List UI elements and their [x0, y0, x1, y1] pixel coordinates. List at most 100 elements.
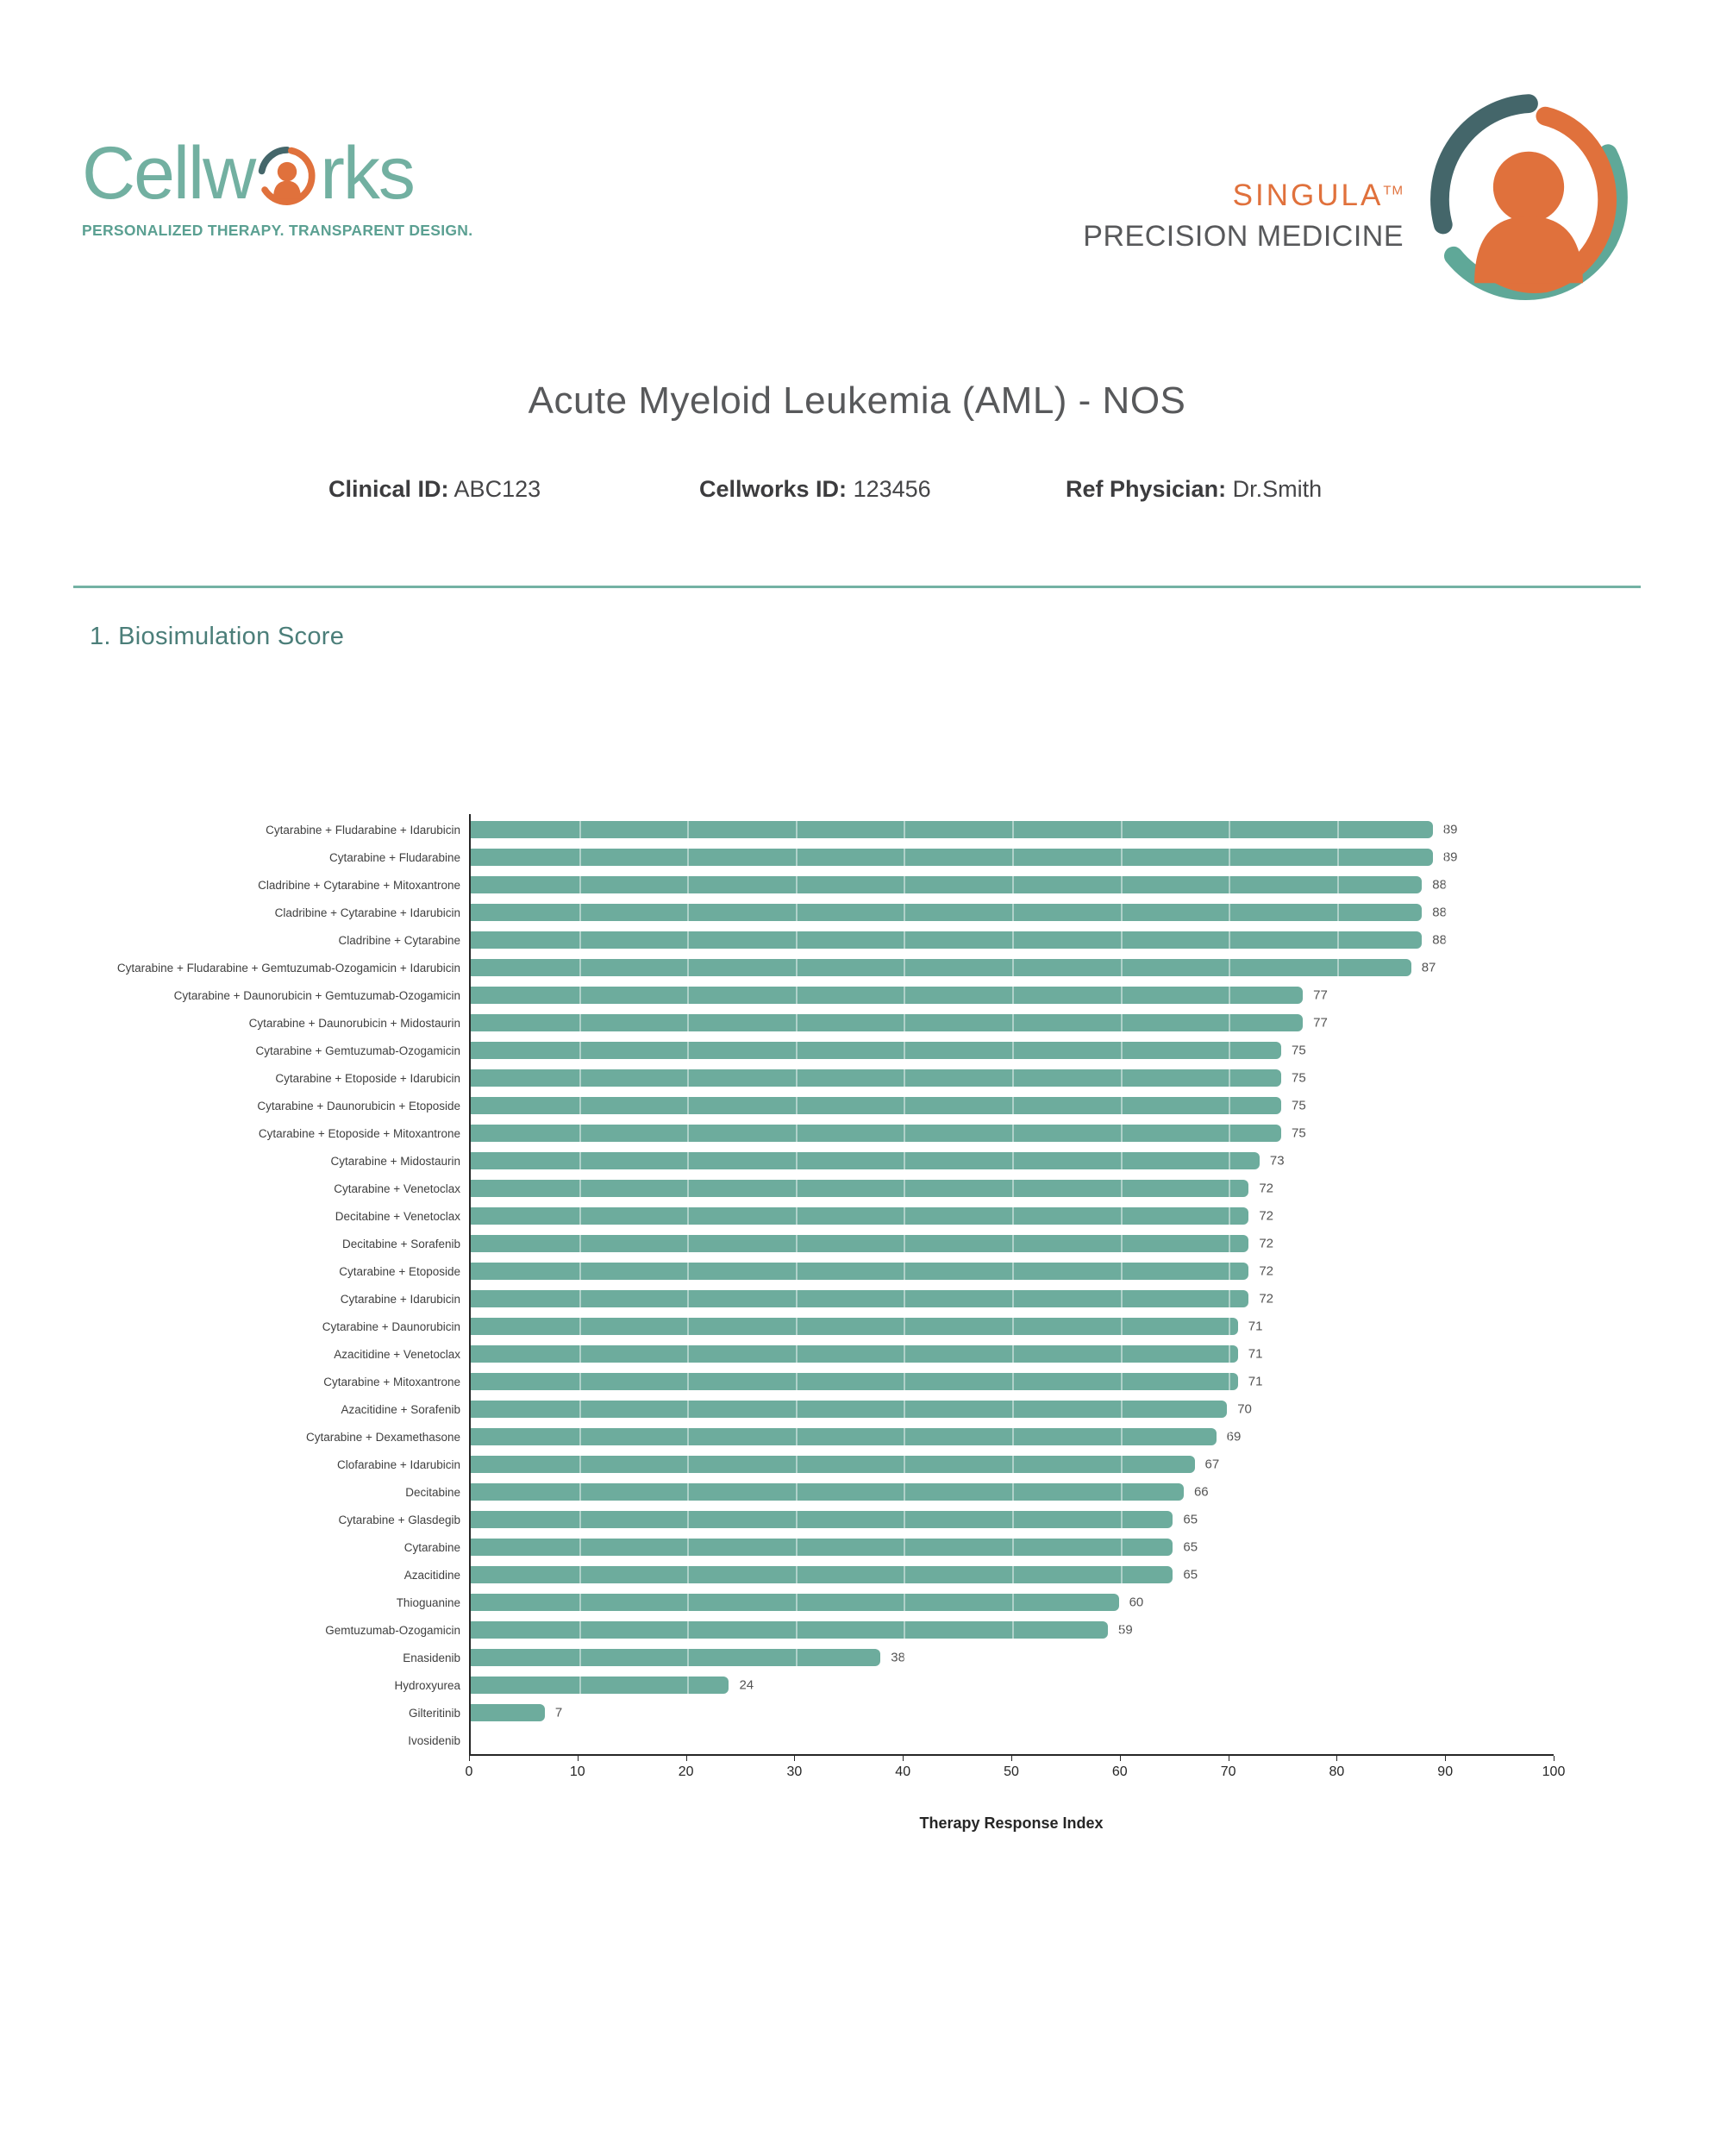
x-tick [469, 1756, 470, 1761]
x-tick-label: 40 [895, 1764, 911, 1779]
product-name: SINGULATM [1232, 179, 1404, 212]
category-label: Decitabine + Sorafenib [342, 1237, 460, 1250]
category-label: Cladribine + Cytarabine + Idarubicin [274, 906, 460, 919]
bar [469, 1207, 1249, 1225]
bar-value: 75 [1292, 1098, 1306, 1113]
category-label: Cytarabine + Fludarabine [329, 850, 460, 864]
bar-value: 7 [554, 1705, 563, 1720]
bar-value: 66 [1193, 1484, 1209, 1500]
x-tick-label: 100 [1542, 1764, 1566, 1779]
bar-value: 67 [1204, 1457, 1220, 1472]
chart-row: Azacitidine + Venetoclax 71 [0, 1340, 1714, 1368]
brand-tagline: PERSONALIZED THERAPY. TRANSPARENT DESIGN… [82, 222, 473, 240]
field-cellworks-id: Cellworks ID: 123456 [699, 476, 931, 503]
chart-row: Cytarabine + Daunorubicin + Gemtuzumab-O… [0, 981, 1714, 1009]
field-label: Ref Physician: [1066, 476, 1227, 502]
bar-value: 88 [1432, 877, 1447, 893]
category-label: Cytarabine + Daunorubicin + Etoposide [257, 1099, 460, 1112]
chart-row: Clofarabine + Idarubicin 67 [0, 1451, 1714, 1478]
category-label: Cytarabine + Etoposide [339, 1264, 460, 1278]
bar [469, 1290, 1249, 1307]
category-label: Cytarabine + Idarubicin [340, 1292, 460, 1306]
bar-value: 65 [1183, 1539, 1198, 1555]
bar-value: 70 [1237, 1401, 1252, 1417]
category-label: Decitabine + Venetoclax [335, 1209, 460, 1223]
chart-row: Cytarabine + Etoposide 72 [0, 1257, 1714, 1285]
x-tick-label: 70 [1220, 1764, 1236, 1779]
bar [469, 1401, 1228, 1418]
category-label: Thioguanine [396, 1595, 460, 1609]
singula-mark-icon [1430, 94, 1628, 300]
wordmark-left: Cellw [82, 132, 256, 215]
singula-logo: SINGULATM PRECISION MEDICINE [1083, 82, 1633, 313]
category-label: Hydroxyurea [394, 1678, 460, 1692]
category-label: Ivosidenib [408, 1733, 460, 1747]
field-value: ABC123 [454, 476, 541, 502]
page-title: Acute Myeloid Leukemia (AML) - NOS [528, 379, 1186, 422]
category-label: Azacitidine + Venetoclax [334, 1347, 460, 1361]
category-label: Enasidenib [403, 1651, 460, 1664]
cellworks-logo: Cellw rks PERSONALIZED THERAPY. TRANSPAR… [82, 132, 473, 240]
chart-row: Cytarabine + Etoposide + Mitoxantrone 75 [0, 1119, 1714, 1147]
x-tick-label: 30 [786, 1764, 803, 1779]
chart-row: Enasidenib 38 [0, 1644, 1714, 1671]
chart-row: Cytarabine + Mitoxantrone 71 [0, 1368, 1714, 1395]
bar [469, 1042, 1281, 1059]
bar [469, 1263, 1249, 1280]
bar-value: 69 [1226, 1429, 1242, 1445]
x-tick [1336, 1756, 1338, 1761]
chart-row: Cytarabine + Gemtuzumab-Ozogamicin 75 [0, 1037, 1714, 1064]
bar-value: 72 [1259, 1291, 1273, 1307]
chart-row: Cytarabine + Etoposide + Idarubicin 75 [0, 1064, 1714, 1092]
category-label: Cytarabine + Midostaurin [330, 1154, 460, 1168]
x-tick [1011, 1756, 1012, 1761]
bar-value: 71 [1248, 1374, 1263, 1389]
bar-value: 75 [1292, 1043, 1306, 1058]
category-label: Cytarabine + Mitoxantrone [323, 1375, 460, 1388]
bar [469, 1649, 881, 1666]
x-tick [794, 1756, 796, 1761]
chart-row: Cytarabine + Fludarabine + Idarubicin 89 [0, 816, 1714, 843]
bar-value: 75 [1292, 1070, 1306, 1086]
category-label: Cladribine + Cytarabine + Mitoxantrone [258, 878, 460, 892]
bar [469, 1594, 1119, 1611]
chart-rows: Cytarabine + Fludarabine + Idarubicin 89 C… [0, 816, 1714, 1754]
section-divider [73, 586, 1641, 588]
bar [469, 959, 1411, 976]
x-tick [577, 1756, 579, 1761]
field-clinical-id: Clinical ID: ABC123 [328, 476, 541, 503]
chart-row: Cytarabine + Glasdegib 65 [0, 1506, 1714, 1533]
category-label: Cytarabine + Dexamethasone [306, 1430, 460, 1444]
chart-row: Decitabine 66 [0, 1478, 1714, 1506]
x-tick [903, 1756, 904, 1761]
bar-value: 72 [1259, 1236, 1273, 1251]
bar-value: 24 [739, 1677, 754, 1693]
bar [469, 1235, 1249, 1252]
chart-row: Cytarabine + Fludarabine + Gemtuzumab-Oz… [0, 954, 1714, 981]
bar-value: 71 [1248, 1346, 1263, 1362]
chart-row: Gemtuzumab-Ozogamicin 59 [0, 1616, 1714, 1644]
bar-value: 72 [1259, 1263, 1273, 1279]
category-label: Azacitidine + Sorafenib [341, 1402, 460, 1416]
chart-row: Decitabine + Venetoclax 72 [0, 1202, 1714, 1230]
x-tick [1445, 1756, 1447, 1761]
chart-row: Cytarabine + Midostaurin 73 [0, 1147, 1714, 1175]
chart-row: Cytarabine + Venetoclax 72 [0, 1175, 1714, 1202]
trademark: TM [1383, 183, 1404, 198]
bar-value: 72 [1259, 1181, 1273, 1196]
category-label: Clofarabine + Idarubicin [337, 1457, 460, 1471]
category-label: Gilteritinib [408, 1706, 460, 1720]
biosimulation-chart: Cytarabine + Fludarabine + Idarubicin 89 C… [0, 814, 1714, 1833]
bar [469, 1152, 1260, 1169]
chart-row: Cytarabine + Daunorubicin + Midostaurin 7… [0, 1009, 1714, 1037]
x-tick-label: 0 [465, 1764, 473, 1779]
bar-value: 88 [1432, 932, 1447, 948]
product-subtitle: PRECISION MEDICINE [1083, 220, 1404, 253]
y-axis-line [469, 814, 471, 1754]
category-label: Azacitidine [403, 1568, 460, 1582]
category-label: Cytarabine + Fludarabine + Gemtuzumab-Oz… [116, 961, 460, 975]
bar [469, 1483, 1184, 1501]
bar [469, 821, 1433, 838]
bar [469, 987, 1304, 1004]
chart-row: Azacitidine + Sorafenib 70 [0, 1395, 1714, 1423]
